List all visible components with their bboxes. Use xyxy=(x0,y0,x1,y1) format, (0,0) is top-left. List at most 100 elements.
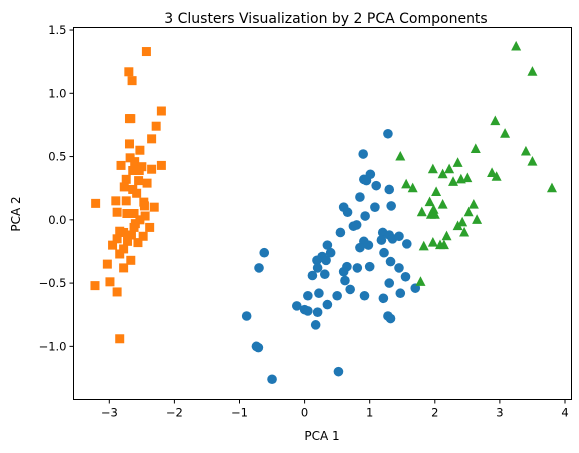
data-point xyxy=(303,290,313,301)
data-point xyxy=(448,176,459,186)
data-point xyxy=(400,271,411,282)
data-point xyxy=(127,76,137,86)
data-point xyxy=(123,236,133,246)
data-point xyxy=(363,240,374,250)
x-tick-label: 2 xyxy=(431,406,438,420)
data-point xyxy=(115,249,125,259)
data-point xyxy=(348,221,359,231)
data-point xyxy=(116,160,126,170)
data-point xyxy=(129,222,139,232)
data-point xyxy=(322,299,333,310)
data-point xyxy=(429,209,440,219)
data-point xyxy=(546,182,557,193)
data-point xyxy=(455,173,466,184)
data-point xyxy=(385,313,396,324)
data-point xyxy=(314,288,324,299)
x-tick-label: −2 xyxy=(166,406,183,420)
y-axis-label: PCA 2 xyxy=(9,196,23,231)
data-point xyxy=(102,259,112,269)
data-point xyxy=(370,202,380,212)
y-tick-label: 0.0 xyxy=(48,213,66,227)
data-point xyxy=(129,209,139,218)
chart-title: 3 Clusters Visualization by 2 PCA Compon… xyxy=(164,11,487,27)
data-point xyxy=(149,202,159,212)
data-point xyxy=(312,307,323,317)
data-point xyxy=(487,167,498,178)
data-point xyxy=(108,240,118,250)
data-point xyxy=(111,196,121,206)
data-point xyxy=(427,237,438,247)
data-point xyxy=(332,290,342,301)
data-point xyxy=(126,230,136,240)
data-point xyxy=(130,157,140,167)
data-point xyxy=(511,40,522,51)
data-point xyxy=(267,374,277,385)
data-point xyxy=(134,176,144,186)
data-point xyxy=(321,255,331,266)
data-point xyxy=(394,231,404,242)
x-tick-label: −3 xyxy=(101,406,118,420)
data-point xyxy=(395,288,406,299)
data-point xyxy=(352,263,363,273)
data-point xyxy=(134,165,144,175)
data-point xyxy=(384,278,395,288)
data-point xyxy=(259,247,270,258)
data-point xyxy=(147,164,157,174)
data-point xyxy=(384,184,395,195)
data-point xyxy=(122,209,132,218)
series-circle xyxy=(241,128,421,385)
data-point xyxy=(401,178,412,189)
data-point xyxy=(126,255,136,265)
data-point xyxy=(358,149,368,159)
data-point xyxy=(310,320,321,330)
data-point xyxy=(416,206,427,217)
data-point xyxy=(254,263,264,273)
data-point xyxy=(121,174,131,184)
y-tick-label: 1.0 xyxy=(48,86,66,100)
x-tick-label: 3 xyxy=(496,406,503,420)
data-point xyxy=(135,215,145,225)
data-point xyxy=(156,160,166,170)
data-point xyxy=(253,342,264,353)
data-point xyxy=(340,275,350,286)
data-point xyxy=(303,306,313,316)
x-tick-label: −1 xyxy=(231,406,248,420)
data-point xyxy=(424,196,435,207)
data-point xyxy=(438,239,449,250)
data-point xyxy=(394,263,404,273)
data-point xyxy=(91,198,101,208)
data-point xyxy=(520,145,531,156)
data-point xyxy=(119,244,129,254)
data-point xyxy=(135,145,145,155)
data-point xyxy=(124,114,134,124)
x-tick-label: 0 xyxy=(301,406,308,420)
data-point xyxy=(431,186,442,196)
y-tick-label: 1.5 xyxy=(48,23,66,37)
data-point xyxy=(147,134,157,144)
data-point xyxy=(139,201,149,211)
x-tick-label: 4 xyxy=(561,406,568,420)
data-point xyxy=(291,301,302,311)
data-point xyxy=(355,242,365,253)
data-point xyxy=(319,269,330,280)
data-point xyxy=(407,182,418,193)
data-point xyxy=(312,255,322,266)
data-point xyxy=(383,128,393,139)
data-point xyxy=(145,222,155,232)
data-point xyxy=(378,293,389,304)
data-point xyxy=(386,201,396,211)
y-tick-label: −0.5 xyxy=(39,276,67,290)
data-point xyxy=(325,247,336,258)
data-point xyxy=(121,196,131,206)
data-point xyxy=(119,263,129,273)
y-tick-label: −1.0 xyxy=(39,339,67,353)
points-layer xyxy=(90,40,557,385)
data-point xyxy=(138,231,148,241)
axes-frame xyxy=(73,27,572,400)
data-point xyxy=(156,106,166,116)
data-point xyxy=(112,207,122,217)
data-point xyxy=(307,270,318,281)
x-axis: −3 −2 −1 0 1 2 3 4 xyxy=(101,399,569,420)
data-point xyxy=(125,153,135,163)
